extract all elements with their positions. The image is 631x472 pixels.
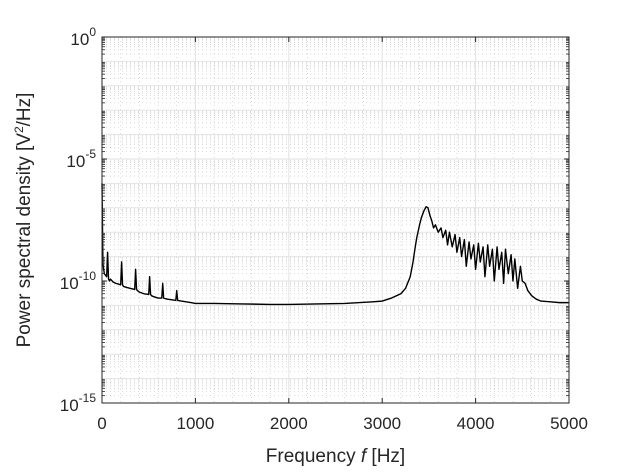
- y-tick-label: 10-5: [66, 147, 96, 171]
- x-tick-label: 2000: [270, 414, 308, 433]
- x-tick-label: 4000: [457, 414, 495, 433]
- x-tick-label: 0: [97, 414, 106, 433]
- y-tick-label: 10-15: [60, 391, 97, 415]
- y-axis-label: Power spectral density [V2/Hz]: [12, 93, 35, 348]
- y-axis-label-text: Power spectral density [V: [14, 133, 35, 348]
- y-tick-label: 100: [70, 25, 96, 49]
- x-axis-label-symbol: f: [361, 446, 368, 467]
- x-tick-label: 5000: [550, 414, 588, 433]
- y-axis-label-end: /Hz]: [14, 93, 35, 127]
- y-axis-ticks: 10-15 10-10 10-5 100: [60, 25, 569, 415]
- x-axis-label-unit: [Hz]: [371, 446, 405, 467]
- x-axis-label-text: Frequency: [266, 446, 356, 467]
- plot-background: [102, 37, 569, 403]
- x-tick-label: 3000: [363, 414, 401, 433]
- x-axis-label: Frequency f [Hz]: [266, 446, 405, 467]
- plot-frame: [101, 36, 570, 404]
- x-axis-ticks: 0 1000 2000 3000 4000 5000: [97, 37, 588, 433]
- y-axis-label-sup: 2: [12, 126, 26, 133]
- y-tick-label: 10-10: [60, 269, 97, 293]
- psd-series-line: [101, 183, 569, 306]
- x-tick-label: 1000: [176, 414, 214, 433]
- minor-grid: [102, 37, 569, 403]
